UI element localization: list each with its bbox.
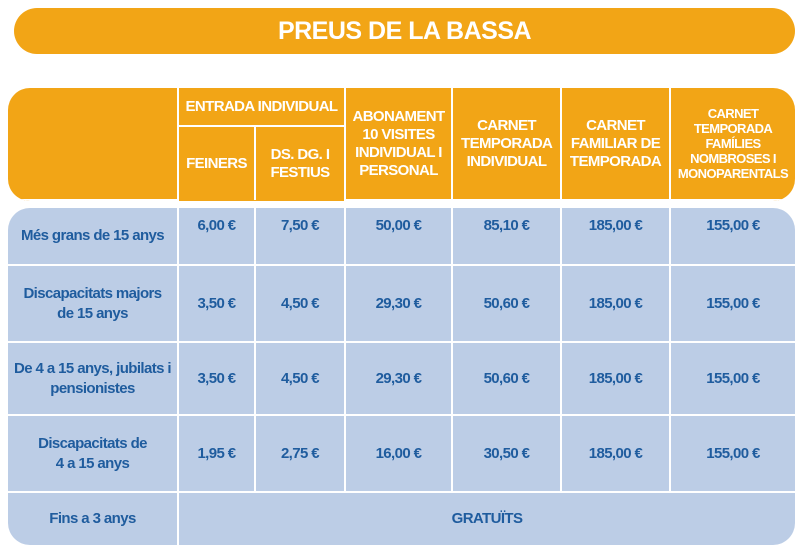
price-cell: 3,50 € bbox=[177, 264, 256, 343]
price-cell: 50,60 € bbox=[451, 341, 562, 416]
price-cell: 185,00 € bbox=[560, 264, 671, 343]
price-cell: 30,50 € bbox=[451, 414, 562, 493]
price-cell: 185,00 € bbox=[560, 208, 671, 266]
table-row: Discapacitats de 4 a 15 anys 1,95 € 2,75… bbox=[8, 414, 795, 493]
free-cell: GRATUÏTS bbox=[177, 491, 795, 545]
header-feiners: FEINERS bbox=[178, 125, 256, 200]
header-festius: DS. DG. I FESTIUS bbox=[253, 125, 346, 200]
row-label: Discapacitats majors de 15 anys bbox=[8, 264, 179, 343]
price-cell: 185,00 € bbox=[560, 414, 671, 493]
table-row: Fins a 3 anys GRATUÏTS bbox=[8, 491, 795, 545]
price-cell: 155,00 € bbox=[669, 414, 795, 493]
row-label: Fins a 3 anys bbox=[8, 491, 179, 545]
header-empty-cell bbox=[8, 88, 179, 201]
row-label: De 4 a 15 anys, jubilats i pensionistes bbox=[8, 341, 179, 416]
header-entrada-individual: ENTRADA INDIVIDUAL bbox=[176, 88, 347, 127]
price-cell: 16,00 € bbox=[344, 414, 453, 493]
table-row: Més grans de 15 anys 6,00 € 7,50 € 50,00… bbox=[8, 208, 795, 266]
row-label: Més grans de 15 anys bbox=[8, 208, 179, 266]
price-cell: 4,50 € bbox=[254, 341, 346, 416]
price-cell: 4,50 € bbox=[254, 264, 346, 343]
page-title: PREUS DE LA BASSA bbox=[14, 8, 795, 54]
price-cell: 29,30 € bbox=[344, 341, 453, 416]
price-cell: 155,00 € bbox=[669, 341, 795, 416]
price-cell: 50,60 € bbox=[451, 264, 562, 343]
price-cell: 7,50 € bbox=[254, 208, 346, 266]
price-cell: 6,00 € bbox=[177, 208, 256, 266]
price-cell: 29,30 € bbox=[344, 264, 453, 343]
price-cell: 155,00 € bbox=[669, 208, 795, 266]
header-carnet-familiar: CARNET FAMILIAR DE TEMPORADA bbox=[560, 88, 672, 201]
price-cell: 50,00 € bbox=[344, 208, 453, 266]
price-cell: 2,75 € bbox=[254, 414, 346, 493]
price-cell: 3,50 € bbox=[177, 341, 256, 416]
price-table-header: ENTRADA INDIVIDUAL ABONAMENT 10 VISITES … bbox=[8, 88, 796, 201]
price-table-body: Més grans de 15 anys 6,00 € 7,50 € 50,00… bbox=[8, 208, 795, 545]
header-abonament: ABONAMENT 10 VISITES INDIVIDUAL I PERSON… bbox=[344, 88, 454, 201]
header-carnet-families: CARNET TEMPORADA FAMÍLIES NOMBROSES I MO… bbox=[669, 88, 796, 201]
price-cell: 155,00 € bbox=[669, 264, 795, 343]
table-row: Discapacitats majors de 15 anys 3,50 € 4… bbox=[8, 264, 795, 343]
price-cell: 1,95 € bbox=[177, 414, 256, 493]
price-cell: 185,00 € bbox=[560, 341, 671, 416]
table-row: De 4 a 15 anys, jubilats i pensionistes … bbox=[8, 341, 795, 416]
price-cell: 85,10 € bbox=[451, 208, 562, 266]
row-label: Discapacitats de 4 a 15 anys bbox=[8, 414, 179, 493]
header-carnet-temporada: CARNET TEMPORADA INDIVIDUAL bbox=[451, 88, 563, 201]
